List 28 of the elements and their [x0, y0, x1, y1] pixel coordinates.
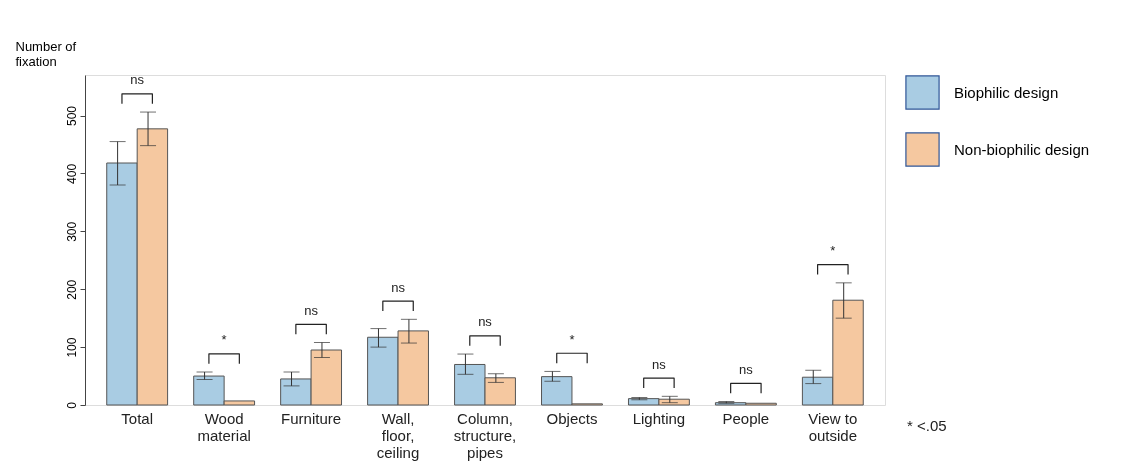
- y-tick-label: 0: [64, 401, 79, 409]
- x-tick-label: Wood material: [197, 409, 251, 444]
- y-tick-label: 200: [64, 279, 79, 300]
- x-tick-label: People: [722, 409, 770, 427]
- legend-label: Biophilic design: [954, 83, 1059, 101]
- x-tick-label: Lighting: [632, 409, 686, 427]
- annotation: *: [830, 243, 836, 259]
- y-tick-label: 500: [64, 105, 79, 127]
- x-tick-label: Total: [121, 409, 154, 427]
- legend-label: Non-biophilic design: [954, 140, 1090, 158]
- annotation: ns: [652, 356, 667, 372]
- annotation: ns: [130, 72, 145, 88]
- x-tick-label: View to outside: [808, 409, 858, 444]
- x-tick-label: Wall, floor, ceiling: [376, 409, 420, 461]
- y-tick-label: 300: [64, 221, 79, 242]
- annotation: ns: [391, 279, 406, 295]
- y-axis-title: Number of fixation: [15, 38, 77, 69]
- text: * <.05: [907, 417, 947, 434]
- annotation: ns: [304, 302, 319, 318]
- annotation: ns: [478, 314, 493, 330]
- y-tick-label: 100: [64, 337, 79, 358]
- annotation: *: [569, 331, 575, 347]
- x-tick-label: Objects: [546, 409, 598, 427]
- annotation: ns: [739, 361, 754, 377]
- x-tick-label: Furniture: [281, 409, 342, 427]
- y-tick-label: 400: [64, 163, 79, 184]
- x-tick-label: Column, structure, pipes: [453, 409, 517, 461]
- annotation: *: [221, 332, 227, 348]
